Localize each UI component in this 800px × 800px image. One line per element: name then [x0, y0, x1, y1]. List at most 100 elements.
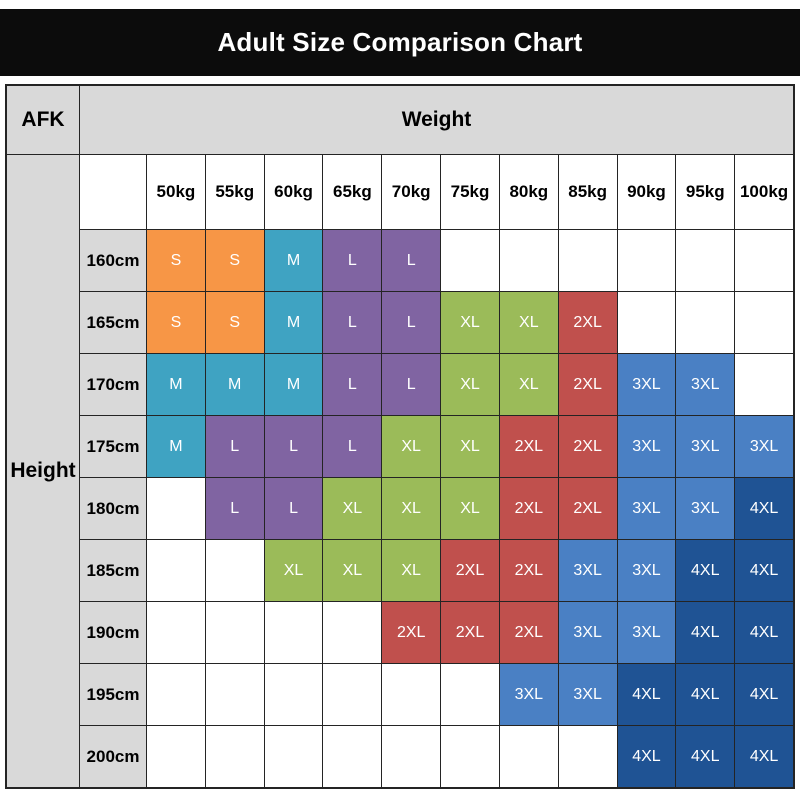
size-cell: XL: [382, 416, 441, 477]
size-cell: 4XL: [617, 664, 676, 725]
size-cell: XL: [382, 540, 441, 601]
size-cell: 3XL: [617, 478, 676, 539]
size-cell: S: [147, 230, 205, 291]
empty-cell: [676, 230, 735, 291]
size-cell: 2XL: [441, 540, 499, 601]
empty-cell: [205, 540, 264, 601]
size-cell: 4XL: [676, 602, 735, 663]
size-cell: 4XL: [617, 726, 676, 787]
empty-cell: [264, 664, 323, 725]
size-cell: M: [205, 354, 264, 415]
size-cell: 3XL: [617, 602, 676, 663]
empty-cell: [147, 540, 205, 601]
size-cell: M: [264, 230, 323, 291]
size-cell: XL: [323, 478, 382, 539]
size-cell: 4XL: [676, 726, 735, 787]
size-cell: L: [205, 478, 264, 539]
weight-label-cell: 55kg: [205, 155, 264, 229]
size-cell: 3XL: [617, 540, 676, 601]
size-cell: 4XL: [676, 664, 735, 725]
size-cell: 4XL: [735, 726, 793, 787]
empty-cell: [382, 664, 441, 725]
size-cell: S: [205, 292, 264, 353]
empty-cell: [558, 726, 617, 787]
size-cell: L: [382, 230, 441, 291]
size-cell: 2XL: [499, 478, 558, 539]
size-cell: S: [147, 292, 205, 353]
empty-cell: [382, 726, 441, 787]
size-cell: 4XL: [735, 478, 793, 539]
empty-cell: [205, 664, 264, 725]
empty-cell: [735, 354, 793, 415]
empty-cell: [617, 230, 676, 291]
size-cell: 2XL: [558, 416, 617, 477]
size-cell: XL: [382, 478, 441, 539]
empty-cell: [205, 602, 264, 663]
size-cell: 3XL: [676, 354, 735, 415]
size-cell: 2XL: [558, 292, 617, 353]
size-cell: 3XL: [499, 664, 558, 725]
size-cell: 4XL: [735, 664, 793, 725]
height-label-cell: 200cm: [80, 726, 146, 787]
empty-cell: [499, 230, 558, 291]
size-cell: L: [323, 354, 382, 415]
height-label-cell: 190cm: [80, 602, 146, 663]
corner-afk-cell: AFK: [7, 86, 79, 154]
weight-label-cell: 50kg: [147, 155, 205, 229]
weight-label-cell: 65kg: [323, 155, 382, 229]
empty-cell: [147, 602, 205, 663]
size-cell: XL: [441, 478, 499, 539]
size-cell: L: [382, 292, 441, 353]
empty-cell: [323, 664, 382, 725]
size-cell: L: [382, 354, 441, 415]
size-cell: 2XL: [499, 540, 558, 601]
size-cell: XL: [441, 416, 499, 477]
weight-label-cell: 60kg: [264, 155, 323, 229]
height-label-cell: 180cm: [80, 478, 146, 539]
height-label-cell: 160cm: [80, 230, 146, 291]
height-label-cell: 170cm: [80, 354, 146, 415]
size-cell: 3XL: [558, 602, 617, 663]
height-label-cell: 195cm: [80, 664, 146, 725]
size-cell: L: [264, 416, 323, 477]
height-label-cell: 185cm: [80, 540, 146, 601]
weight-label-cell: 100kg: [735, 155, 793, 229]
size-cell: 3XL: [676, 416, 735, 477]
size-cell: L: [323, 230, 382, 291]
weight-label-cell: 90kg: [617, 155, 676, 229]
size-cell: 4XL: [676, 540, 735, 601]
size-cell: 2XL: [499, 416, 558, 477]
size-cell: XL: [323, 540, 382, 601]
size-cell: 3XL: [735, 416, 793, 477]
empty-cell: [735, 292, 793, 353]
empty-cell: [147, 726, 205, 787]
size-cell: 2XL: [441, 602, 499, 663]
size-cell: L: [323, 416, 382, 477]
weight-label-cell: 95kg: [676, 155, 735, 229]
size-cell: M: [264, 292, 323, 353]
size-cell: 4XL: [735, 540, 793, 601]
size-comparison-table: AFK Weight Height 50kg 55kg 60kg 65kg 70kg 75kg 8…: [5, 84, 795, 789]
size-cell: M: [147, 416, 205, 477]
empty-cell: [323, 726, 382, 787]
height-label-cell: 175cm: [80, 416, 146, 477]
size-cell: XL: [264, 540, 323, 601]
empty-cell: [735, 230, 793, 291]
empty-cell: [205, 726, 264, 787]
chart-title: Adult Size Comparison Chart: [217, 27, 583, 57]
chart-title-bar: Adult Size Comparison Chart: [0, 9, 800, 76]
size-cell: 2XL: [382, 602, 441, 663]
size-cell: 2XL: [499, 602, 558, 663]
empty-cell: [617, 292, 676, 353]
empty-cell: [264, 726, 323, 787]
size-cell: 3XL: [676, 478, 735, 539]
empty-cell: [264, 602, 323, 663]
height-header-cell: Height: [7, 155, 79, 787]
size-cell: 2XL: [558, 354, 617, 415]
size-cell: XL: [441, 292, 499, 353]
empty-cell: [441, 726, 499, 787]
empty-cell: [441, 230, 499, 291]
size-cell: 3XL: [617, 416, 676, 477]
empty-cell: [676, 292, 735, 353]
height-label-cell: 165cm: [80, 292, 146, 353]
